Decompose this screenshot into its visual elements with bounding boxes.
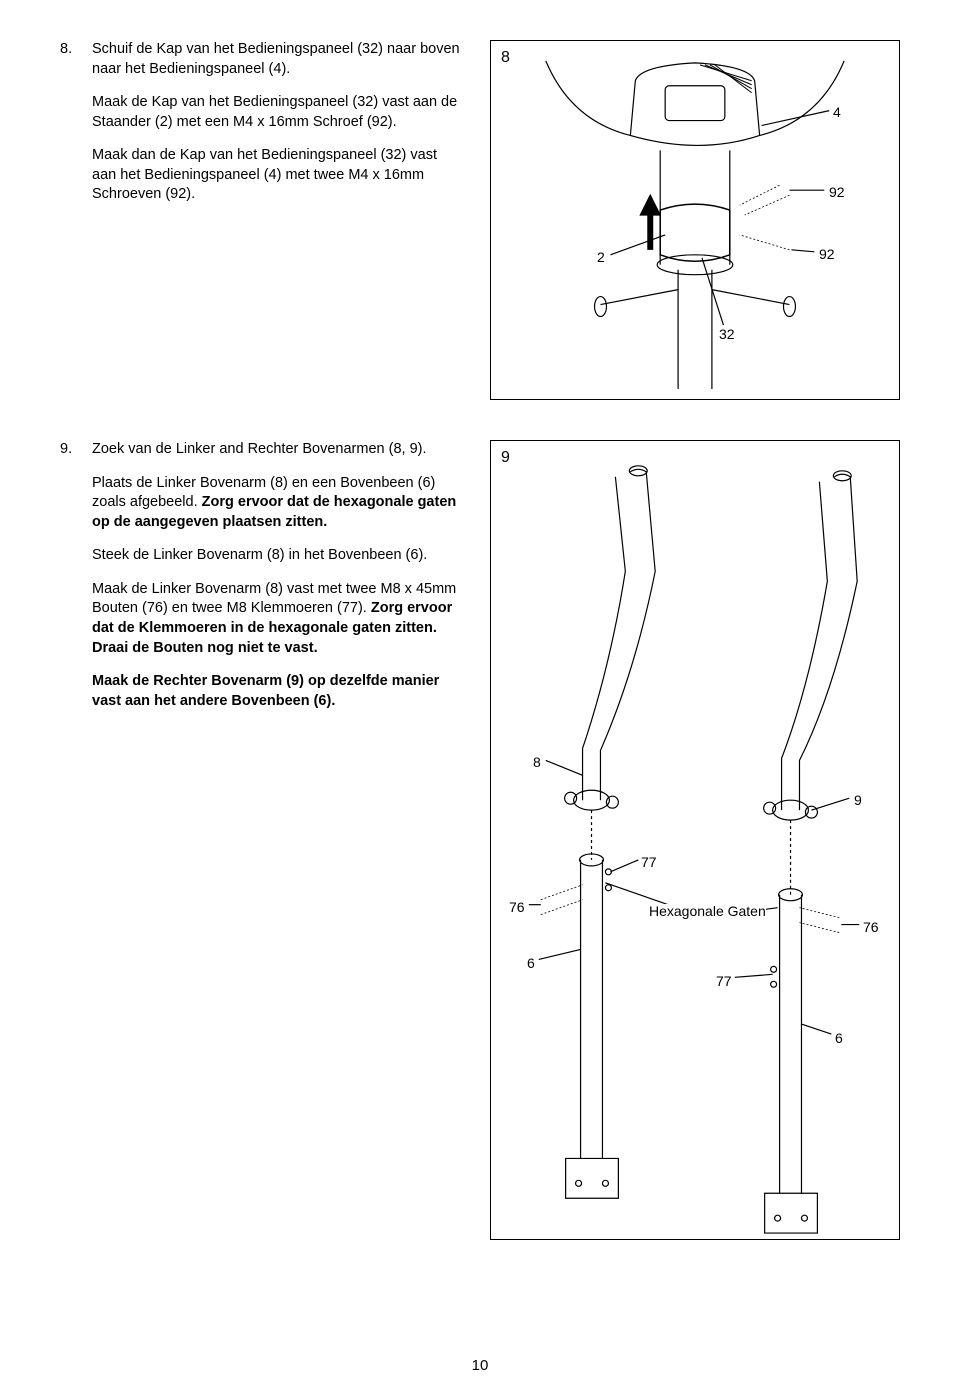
fig8-callout-32: 32 bbox=[719, 325, 735, 344]
step-8-p3: Maak dan de Kap van het Bedieningspaneel… bbox=[92, 146, 460, 205]
fig9-callout-hex: Hexagonale Gaten bbox=[649, 904, 766, 919]
fig8-callout-2: 2 bbox=[597, 248, 605, 267]
fig9-callout-77a: 77 bbox=[641, 853, 657, 872]
step-9-p4: Maak de Linker Bovenarm (8) vast met twe… bbox=[92, 580, 460, 658]
fig9-callout-77b: 77 bbox=[716, 972, 732, 991]
step-8-p2: Maak de Kap van het Bedieningspaneel (32… bbox=[92, 93, 460, 132]
fig9-callout-76b: 76 bbox=[863, 918, 879, 937]
figure-8-label: 8 bbox=[501, 47, 510, 69]
fig8-callout-92a: 92 bbox=[829, 183, 845, 202]
step-9-row: 9. Zoek van de Linker and Rechter Bovena… bbox=[60, 440, 900, 1240]
fig8-callout-4: 4 bbox=[833, 103, 841, 122]
step-9: 9. Zoek van de Linker and Rechter Bovena… bbox=[60, 440, 460, 725]
step-8: 8. Schuif de Kap van het Bedieningspanee… bbox=[60, 40, 460, 219]
figure-8-drawing bbox=[491, 41, 899, 399]
step-8-body: Schuif de Kap van het Bedieningspaneel (… bbox=[92, 40, 460, 219]
figure-9-drawing bbox=[491, 441, 899, 1239]
figure-9: 9 bbox=[490, 440, 900, 1240]
step-9-p5: Maak de Rechter Bovenarm (9) op dezelfde… bbox=[92, 672, 460, 711]
fig9-callout-9: 9 bbox=[854, 791, 862, 810]
step-9-p2: Plaats de Linker Bovenarm (8) en een Bov… bbox=[92, 474, 460, 533]
fig9-callout-6a: 6 bbox=[527, 954, 535, 973]
figure-9-label: 9 bbox=[501, 447, 510, 469]
step-9-number: 9. bbox=[60, 440, 80, 725]
step-9-text: 9. Zoek van de Linker and Rechter Bovena… bbox=[60, 440, 460, 1240]
fig8-callout-92b: 92 bbox=[819, 245, 835, 264]
fig9-callout-76a: 76 bbox=[509, 898, 525, 917]
step-9-p1: Zoek van de Linker and Rechter Bovenarme… bbox=[92, 440, 460, 460]
figure-8: 8 bbox=[490, 40, 900, 400]
fig9-callout-8: 8 bbox=[533, 753, 541, 772]
step-8-p1: Schuif de Kap van het Bedieningspaneel (… bbox=[92, 40, 460, 79]
page-number: 10 bbox=[0, 1356, 960, 1376]
step-8-row: 8. Schuif de Kap van het Bedieningspanee… bbox=[60, 40, 900, 400]
fig9-callout-6b: 6 bbox=[835, 1029, 843, 1048]
step-9-p3: Steek de Linker Bovenarm (8) in het Bove… bbox=[92, 546, 460, 566]
step-9-body: Zoek van de Linker and Rechter Bovenarme… bbox=[92, 440, 460, 725]
step-8-number: 8. bbox=[60, 40, 80, 219]
step-8-text: 8. Schuif de Kap van het Bedieningspanee… bbox=[60, 40, 460, 400]
